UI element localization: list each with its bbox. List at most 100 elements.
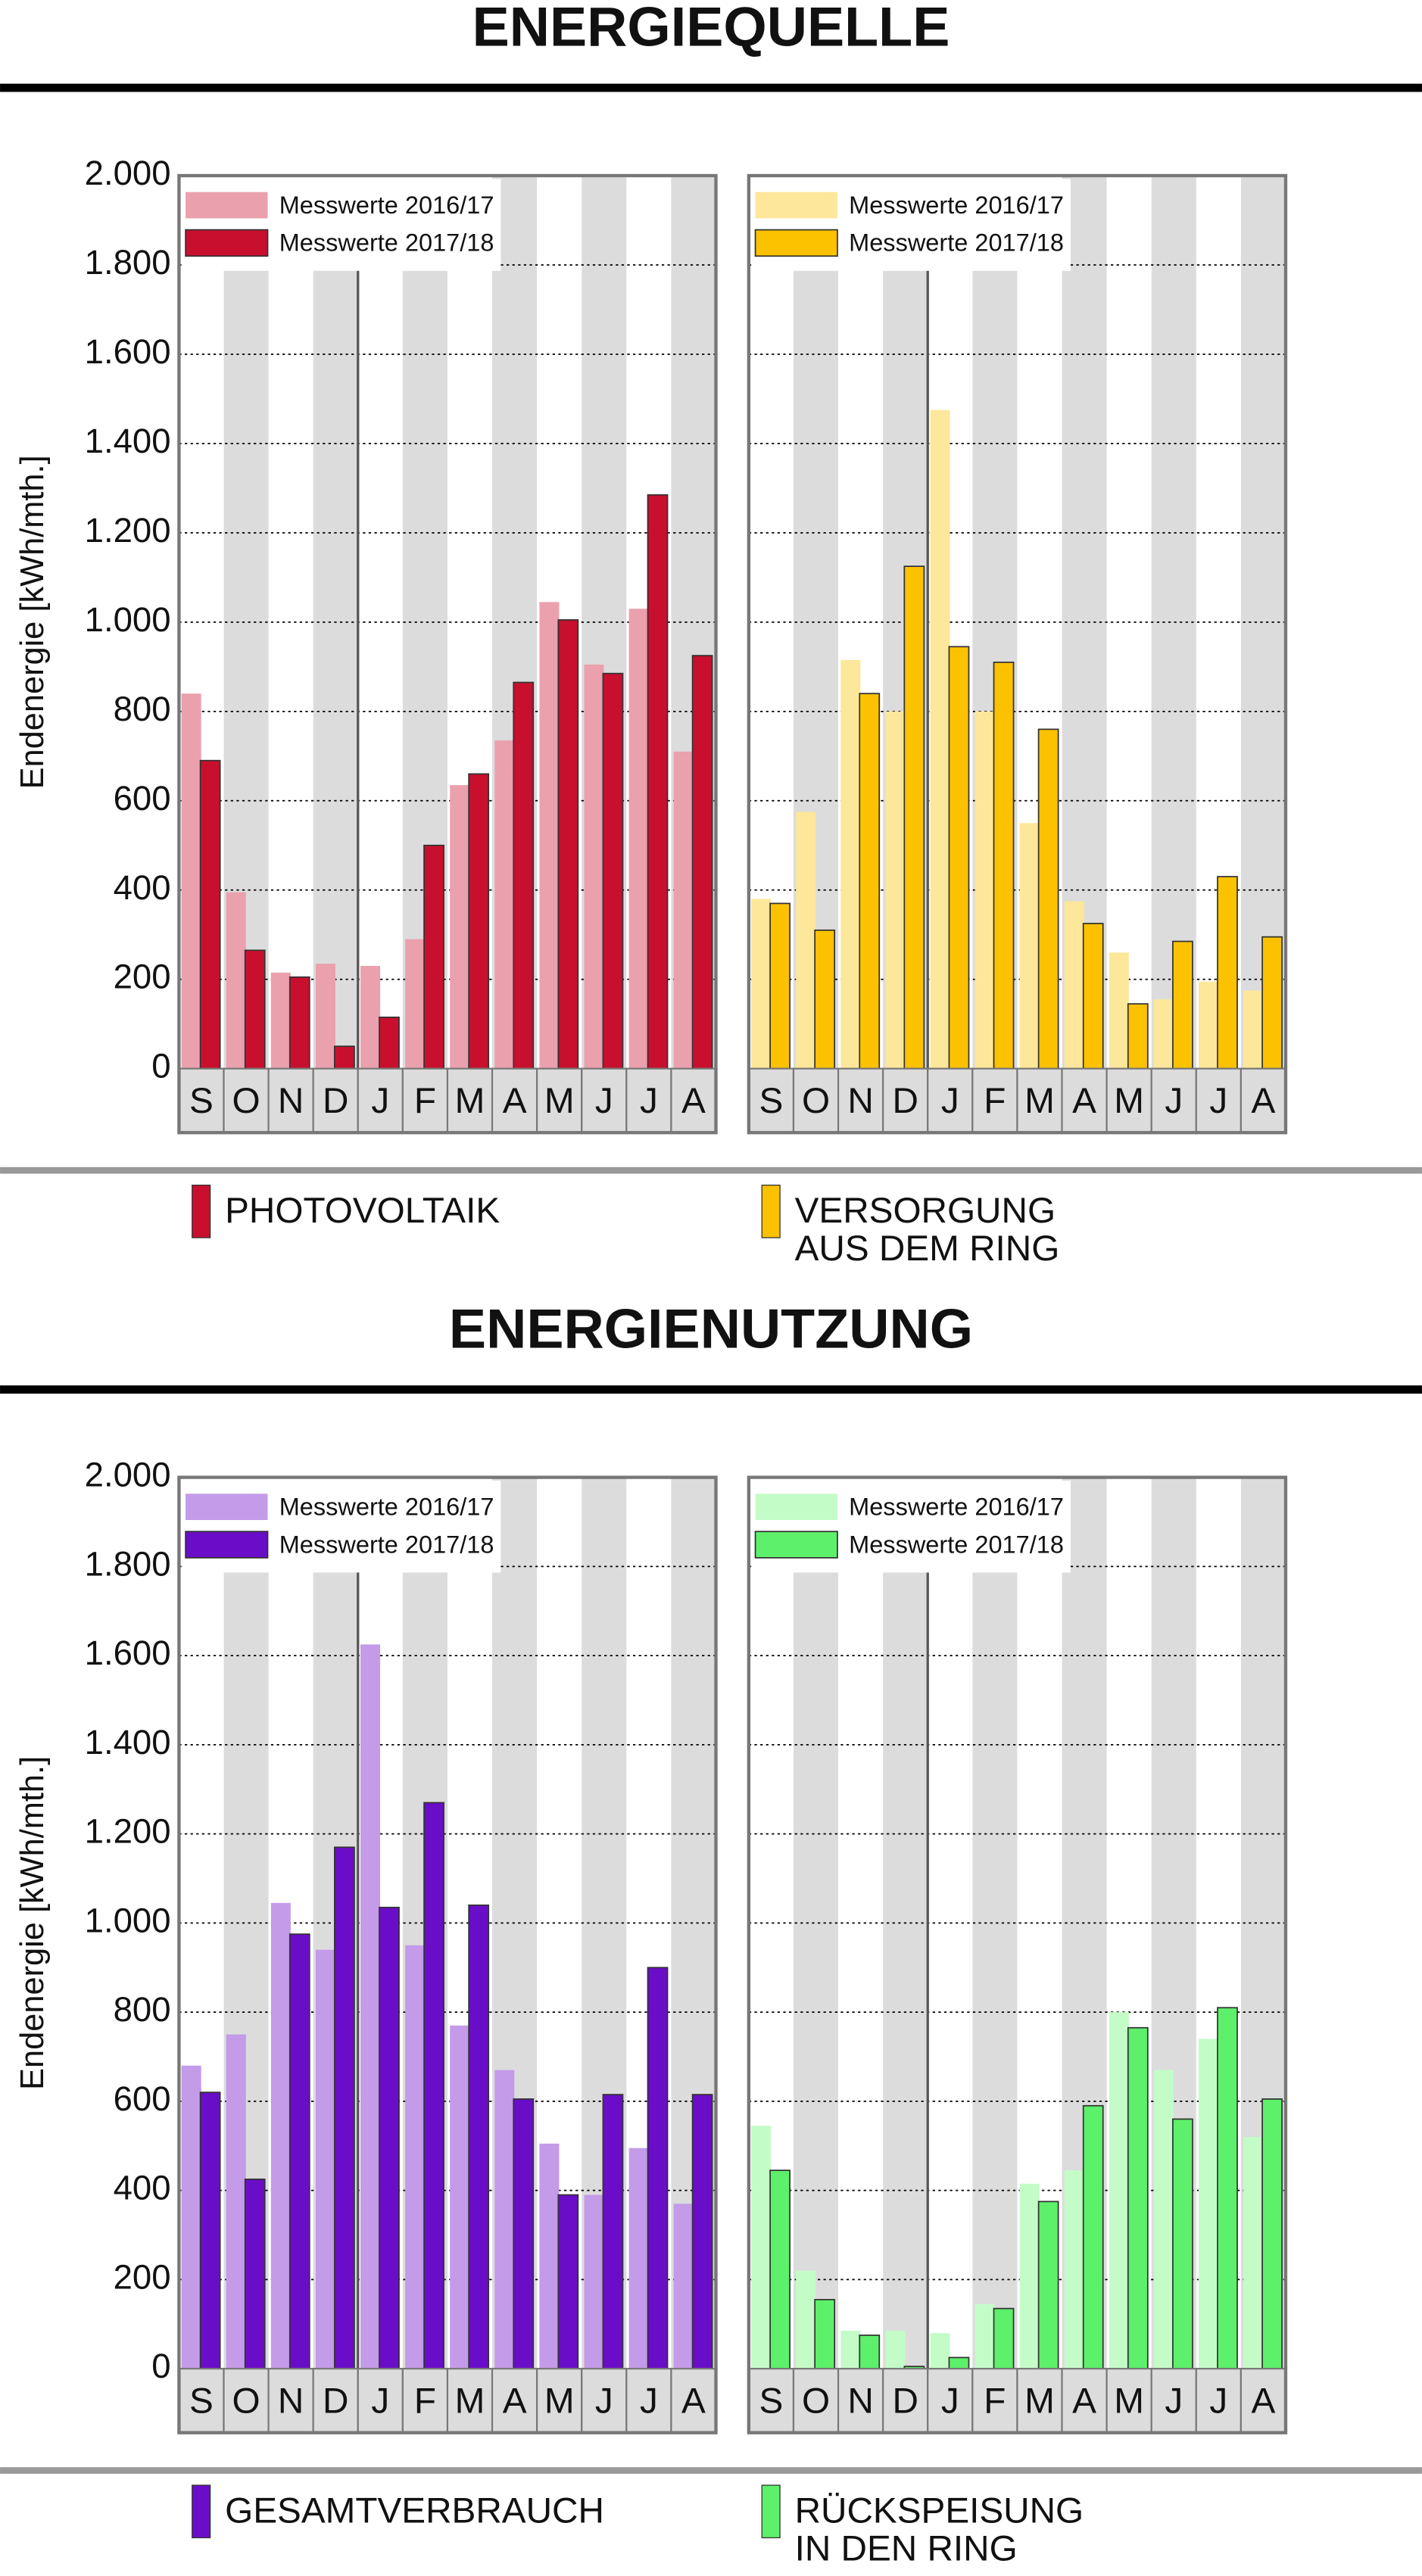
category-cell <box>971 1067 1018 1134</box>
y-tick-label: 200 <box>114 958 171 996</box>
bar <box>993 2307 1015 2369</box>
bar <box>584 664 604 1069</box>
y-tick-label: 200 <box>114 2257 171 2296</box>
stripe <box>972 1564 1018 2369</box>
key-label: VERSORGUNG <box>795 1191 1056 1231</box>
x-tick-label: A <box>1072 1081 1096 1121</box>
bar <box>1019 823 1040 1069</box>
x-tick-label: J <box>941 1081 959 1121</box>
section-rule <box>0 83 1422 92</box>
bar <box>930 410 950 1069</box>
category-cell <box>792 2368 840 2434</box>
bar <box>270 972 291 1069</box>
y-tick-label: 1.800 <box>85 243 171 282</box>
x-tick-label: S <box>759 1081 784 1121</box>
bar <box>903 565 925 1070</box>
x-tick-label: F <box>984 1081 1006 1121</box>
bar <box>450 2025 470 2369</box>
bar <box>751 2126 772 2369</box>
x-tick-label: J <box>640 1081 658 1121</box>
x-tick-label: J <box>1209 2381 1227 2421</box>
x-tick-label: S <box>189 2381 214 2421</box>
category-cell <box>792 1067 840 1134</box>
bar <box>885 2331 906 2369</box>
category-cell <box>625 1067 672 1134</box>
section-rule <box>0 1385 1422 1394</box>
category-cell <box>1195 1067 1242 1134</box>
bar <box>181 2065 201 2369</box>
x-tick-label: A <box>503 2381 527 2421</box>
y-tick-label: 800 <box>114 690 171 728</box>
bar <box>1153 2070 1174 2369</box>
section-rule-bottom <box>0 2467 1422 2474</box>
key-swatch <box>761 2484 781 2539</box>
bar <box>379 1906 400 2369</box>
bar <box>539 602 560 1069</box>
x-tick-label: M <box>1114 1081 1144 1121</box>
category-cell <box>536 1067 583 1134</box>
y-tick-label: 1.400 <box>85 422 171 460</box>
x-tick-label: D <box>323 1081 348 1121</box>
bar <box>796 2270 816 2369</box>
category-cell <box>401 1067 449 1134</box>
bar <box>1199 981 1219 1069</box>
x-tick-label: N <box>278 2381 304 2421</box>
category-cell <box>1150 2368 1197 2434</box>
x-tick-label: J <box>640 2381 658 2421</box>
x-tick-label: A <box>681 2381 706 2421</box>
x-tick-label: M <box>544 2381 575 2421</box>
x-tick-label: J <box>941 2381 959 2421</box>
bar <box>181 693 201 1069</box>
key-label: IN DEN RING <box>795 2528 1018 2568</box>
y-tick-label: 1.000 <box>85 600 171 639</box>
x-tick-label: O <box>802 2381 830 2421</box>
bar <box>975 711 995 1069</box>
legend-label: Messwerte 2016/17 <box>279 1493 494 1520</box>
bar <box>1261 936 1283 1070</box>
bar <box>494 2070 515 2369</box>
legend-swatch <box>185 229 269 257</box>
bar <box>751 899 772 1069</box>
plot-frame <box>177 173 718 1135</box>
legend-label: Messwerte 2016/17 <box>849 1493 1064 1520</box>
y-tick-label: 1.800 <box>85 1544 171 1583</box>
bar <box>673 2204 694 2369</box>
y-tick-label: 2.000 <box>85 1456 171 1494</box>
bar <box>450 785 470 1069</box>
x-tick-label: D <box>892 1081 918 1121</box>
section-rule-bottom <box>0 1167 1422 1174</box>
bar <box>405 1945 426 2369</box>
y-tick-label: 600 <box>114 2079 171 2118</box>
legend-label: Messwerte 2017/18 <box>279 1531 494 1558</box>
bar <box>602 2094 624 2369</box>
x-tick-label: O <box>232 1081 260 1121</box>
bar <box>1064 901 1084 1069</box>
bar <box>1019 2183 1040 2369</box>
bar <box>244 949 266 1070</box>
bar <box>1037 728 1059 1070</box>
bar <box>494 740 515 1069</box>
bar <box>840 659 861 1069</box>
legend-swatch <box>186 1494 268 1521</box>
y-tick-label: 0 <box>151 1047 170 1086</box>
x-tick-label: M <box>1024 1081 1055 1121</box>
x-tick-label: A <box>1072 2381 1096 2421</box>
bar <box>1153 999 1174 1069</box>
bar <box>334 1045 355 1070</box>
bar <box>288 1933 310 2369</box>
bar <box>199 759 221 1070</box>
bar <box>602 672 624 1070</box>
bar <box>199 2092 221 2369</box>
legend-swatch <box>755 1494 837 1521</box>
bar <box>423 1802 444 2369</box>
y-tick-label: 1.600 <box>85 1634 171 1672</box>
key-swatch <box>192 1184 211 1238</box>
legend-label: Messwerte 2017/18 <box>849 1531 1064 1558</box>
key-swatch <box>192 2484 211 2539</box>
y-tick-label: 1.400 <box>85 1723 171 1761</box>
legend-label: Messwerte 2016/17 <box>849 192 1064 219</box>
x-tick-label: J <box>1165 1081 1183 1121</box>
category-cell <box>401 2368 449 2434</box>
legend-label: Messwerte 2017/18 <box>279 229 494 257</box>
bar <box>513 681 535 1070</box>
